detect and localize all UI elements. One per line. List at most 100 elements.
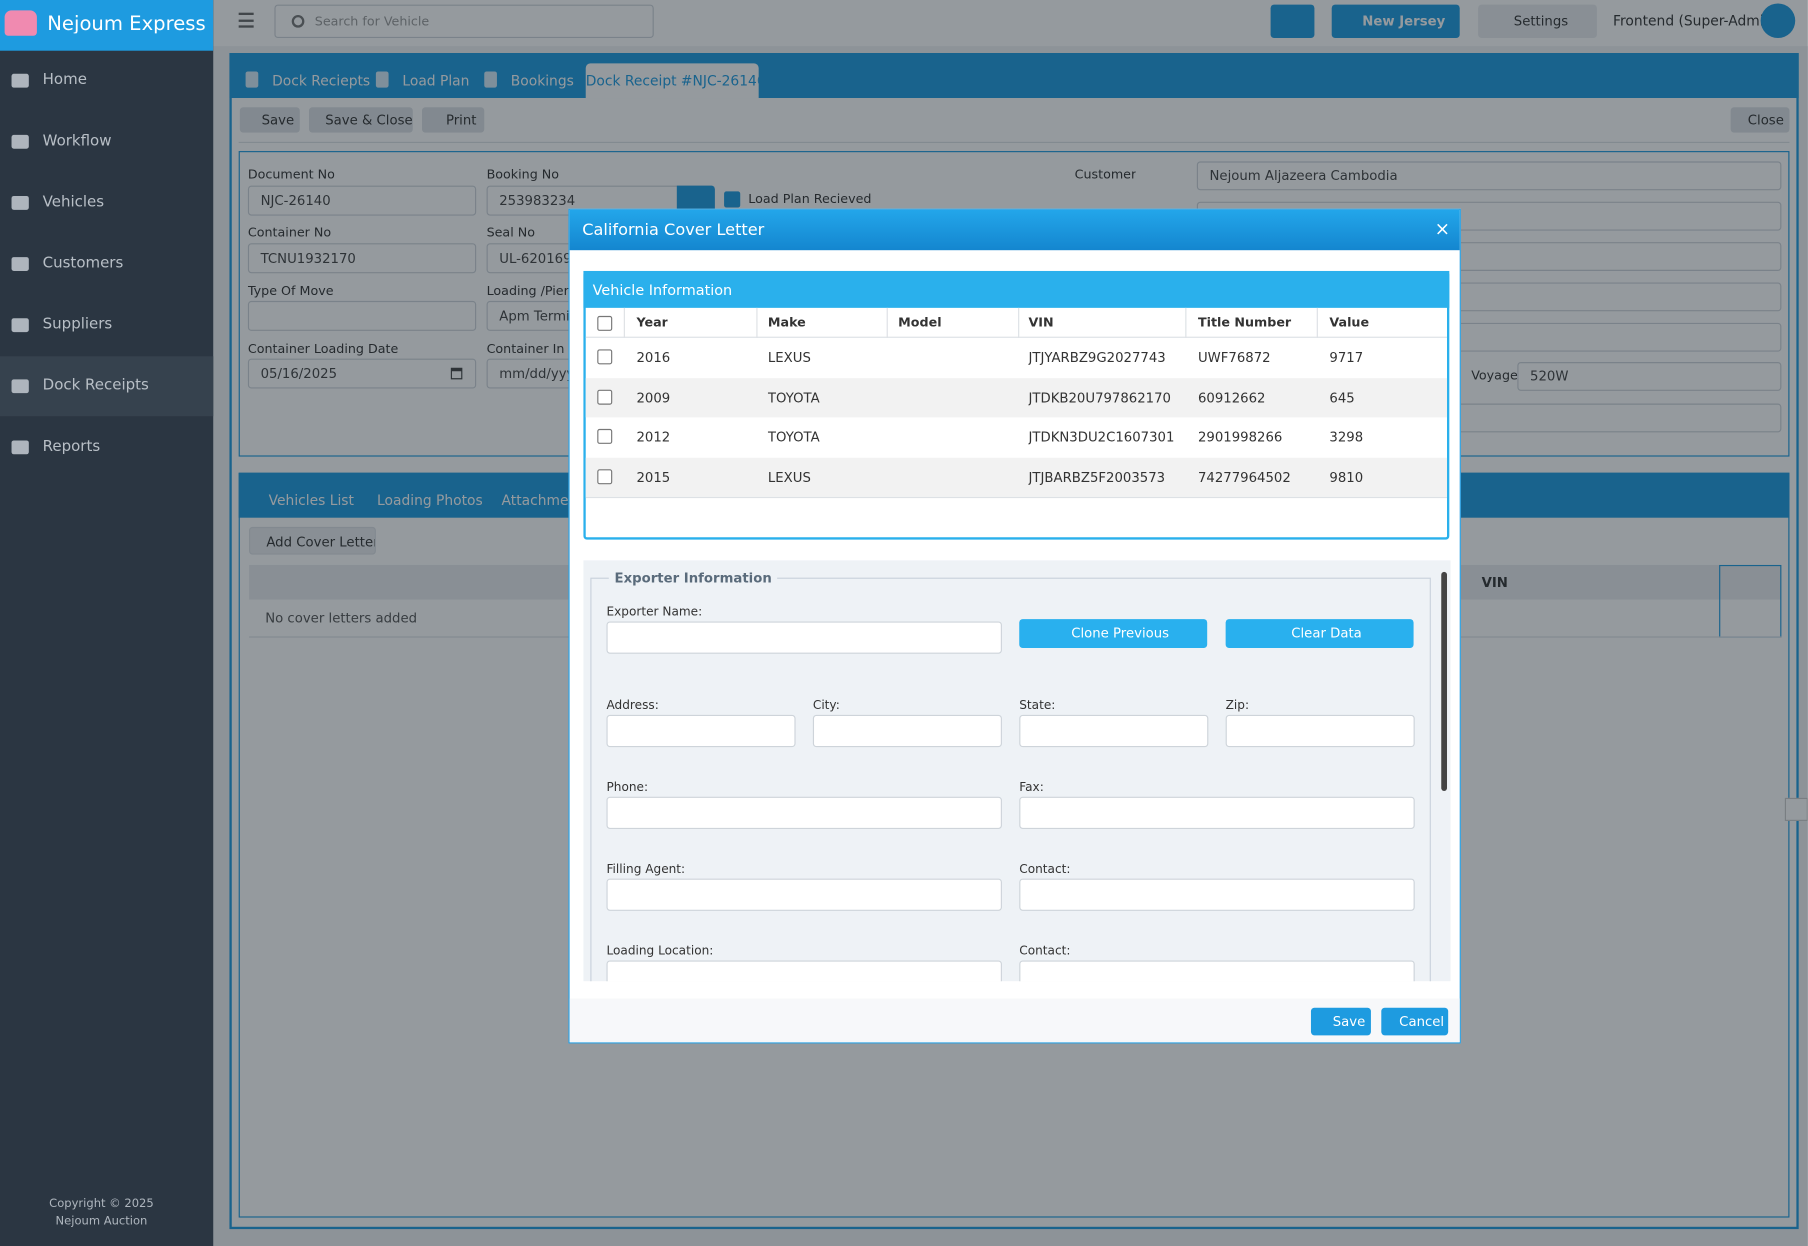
field-label: Zip: — [1225, 698, 1250, 713]
field-label: Loading /Pier Te — [486, 283, 587, 299]
calendar-icon[interactable] — [450, 367, 463, 380]
text-input[interactable] — [606, 621, 1002, 654]
modal-close[interactable]: × — [1434, 219, 1451, 240]
fieldset — [590, 577, 1431, 982]
field-label: Container No — [247, 224, 332, 240]
scrollbar-thumb — [1441, 571, 1448, 791]
table-cell: JTJYARBZ9G2027743 — [1028, 349, 1166, 366]
location-button[interactable]: New Jersey — [1331, 4, 1460, 39]
empty-message: No cover letters added — [265, 609, 418, 627]
tab-active[interactable]: Dock Receipt #NJC-26140 — [585, 63, 759, 99]
checkbox[interactable] — [597, 428, 613, 444]
scroll-area: Exporter Information Exporter Name: Addres… — [583, 560, 1451, 982]
nav-icon — [11, 379, 29, 394]
field-label: Document No — [247, 167, 335, 183]
text-input[interactable] — [606, 796, 1002, 830]
button[interactable]: Close — [1730, 107, 1790, 133]
column-header: Title Number — [1197, 314, 1292, 330]
nav-icon — [11, 440, 29, 455]
user-avatar[interactable] — [1760, 3, 1796, 39]
refresh-button[interactable] — [1270, 4, 1315, 39]
column-header: Value — [1329, 314, 1370, 330]
text-input[interactable] — [812, 714, 1002, 748]
field-label: Container In Gat — [486, 341, 591, 357]
tab-icon — [245, 71, 259, 88]
text-input[interactable]: 05/16/2025 — [247, 358, 477, 389]
modal-title: California Cover Letter — [582, 221, 765, 240]
nav-item[interactable]: Vehicles — [42, 193, 105, 211]
column-header: Year — [636, 314, 668, 330]
column-divider — [756, 307, 758, 338]
column-header: VIN — [1028, 314, 1054, 330]
text-input[interactable] — [247, 300, 477, 331]
checkbox[interactable] — [597, 389, 613, 405]
text-input[interactable]: NJC-26140 — [247, 185, 477, 216]
table-cell: JTDKB20U797862170 — [1028, 389, 1171, 406]
text-input[interactable] — [1019, 960, 1415, 982]
nav-item[interactable]: Home — [42, 71, 87, 89]
button[interactable]: Save — [239, 107, 300, 133]
field-label: City: — [812, 698, 840, 713]
modal: California Cover Letter × Vehicle Informat… — [568, 208, 1461, 1044]
search-icon — [291, 14, 305, 28]
text-input[interactable] — [606, 714, 796, 748]
table-cell: TOYOTA — [767, 428, 820, 446]
text-input[interactable]: 520W — [1517, 362, 1782, 391]
user-name: Frontend (Super-Admin) — [1613, 12, 1778, 29]
settings-button[interactable]: Settings — [1478, 4, 1597, 39]
text-input[interactable] — [606, 960, 1002, 982]
checkbox[interactable] — [597, 468, 613, 484]
field-label: Booking No — [486, 167, 560, 183]
toolbar-divider — [238, 141, 1790, 143]
table-cell: LEXUS — [767, 468, 811, 485]
button[interactable]: Print — [421, 107, 485, 133]
text-input[interactable] — [1225, 714, 1415, 748]
column-divider — [1185, 307, 1187, 338]
search-box[interactable]: Search for Vehicle — [274, 4, 654, 39]
nav-icon — [11, 73, 29, 88]
table-cell: 9717 — [1329, 349, 1364, 366]
checkbox-label: Load Plan Recieved — [748, 191, 872, 207]
text-input[interactable]: TCNU1932170 — [247, 243, 477, 274]
tab: Dock Reciepts — [272, 72, 371, 89]
side-toggle[interactable] — [1784, 797, 1808, 821]
sidebar-backdrop — [0, 50, 214, 1246]
nav-item[interactable]: Dock Receipts — [42, 377, 149, 395]
text-input[interactable] — [1019, 796, 1415, 830]
field-label: Fax: — [1019, 780, 1044, 795]
button[interactable]: Add Cover Letter — [249, 526, 376, 555]
nav-item[interactable]: Reports — [42, 438, 101, 456]
table-cell: 9810 — [1329, 468, 1364, 485]
button[interactable]: Clear Data — [1225, 619, 1414, 648]
row-stripe — [585, 457, 1448, 497]
text-input[interactable] — [606, 878, 1002, 911]
tab: Bookings — [510, 72, 574, 89]
table-end — [585, 496, 1448, 499]
checkbox[interactable] — [597, 315, 613, 331]
table-cell: 74277964502 — [1197, 468, 1291, 485]
nav-item[interactable]: Customers — [42, 254, 124, 273]
button[interactable]: Clone Previous — [1019, 619, 1208, 648]
tab-icon — [375, 71, 389, 88]
text-input[interactable] — [1019, 714, 1209, 748]
table-cell: 2009 — [636, 389, 671, 406]
table-cell: 2012 — [636, 428, 671, 446]
nav-item[interactable]: Workflow — [42, 132, 112, 150]
text-input[interactable] — [1019, 878, 1415, 911]
button[interactable]: Save & Close — [309, 107, 413, 133]
checkbox[interactable] — [597, 349, 613, 365]
table-cell: JTDKN3DU2C1607301 — [1028, 428, 1175, 446]
button[interactable]: Cancel — [1381, 1007, 1449, 1036]
column-header: VIN — [1481, 574, 1508, 591]
menu-icon[interactable] — [238, 12, 254, 28]
checkbox-checked[interactable] — [724, 191, 741, 208]
nav-icon — [11, 196, 29, 210]
text-input[interactable]: Nejoum Aljazeera Cambodia — [1196, 161, 1782, 191]
field-label: Type Of Move — [247, 283, 334, 299]
button[interactable]: Save — [1310, 1007, 1371, 1036]
nav-item[interactable]: Suppliers — [42, 315, 113, 334]
field-label: Customer — [1074, 167, 1137, 183]
modal-header — [569, 209, 1460, 251]
